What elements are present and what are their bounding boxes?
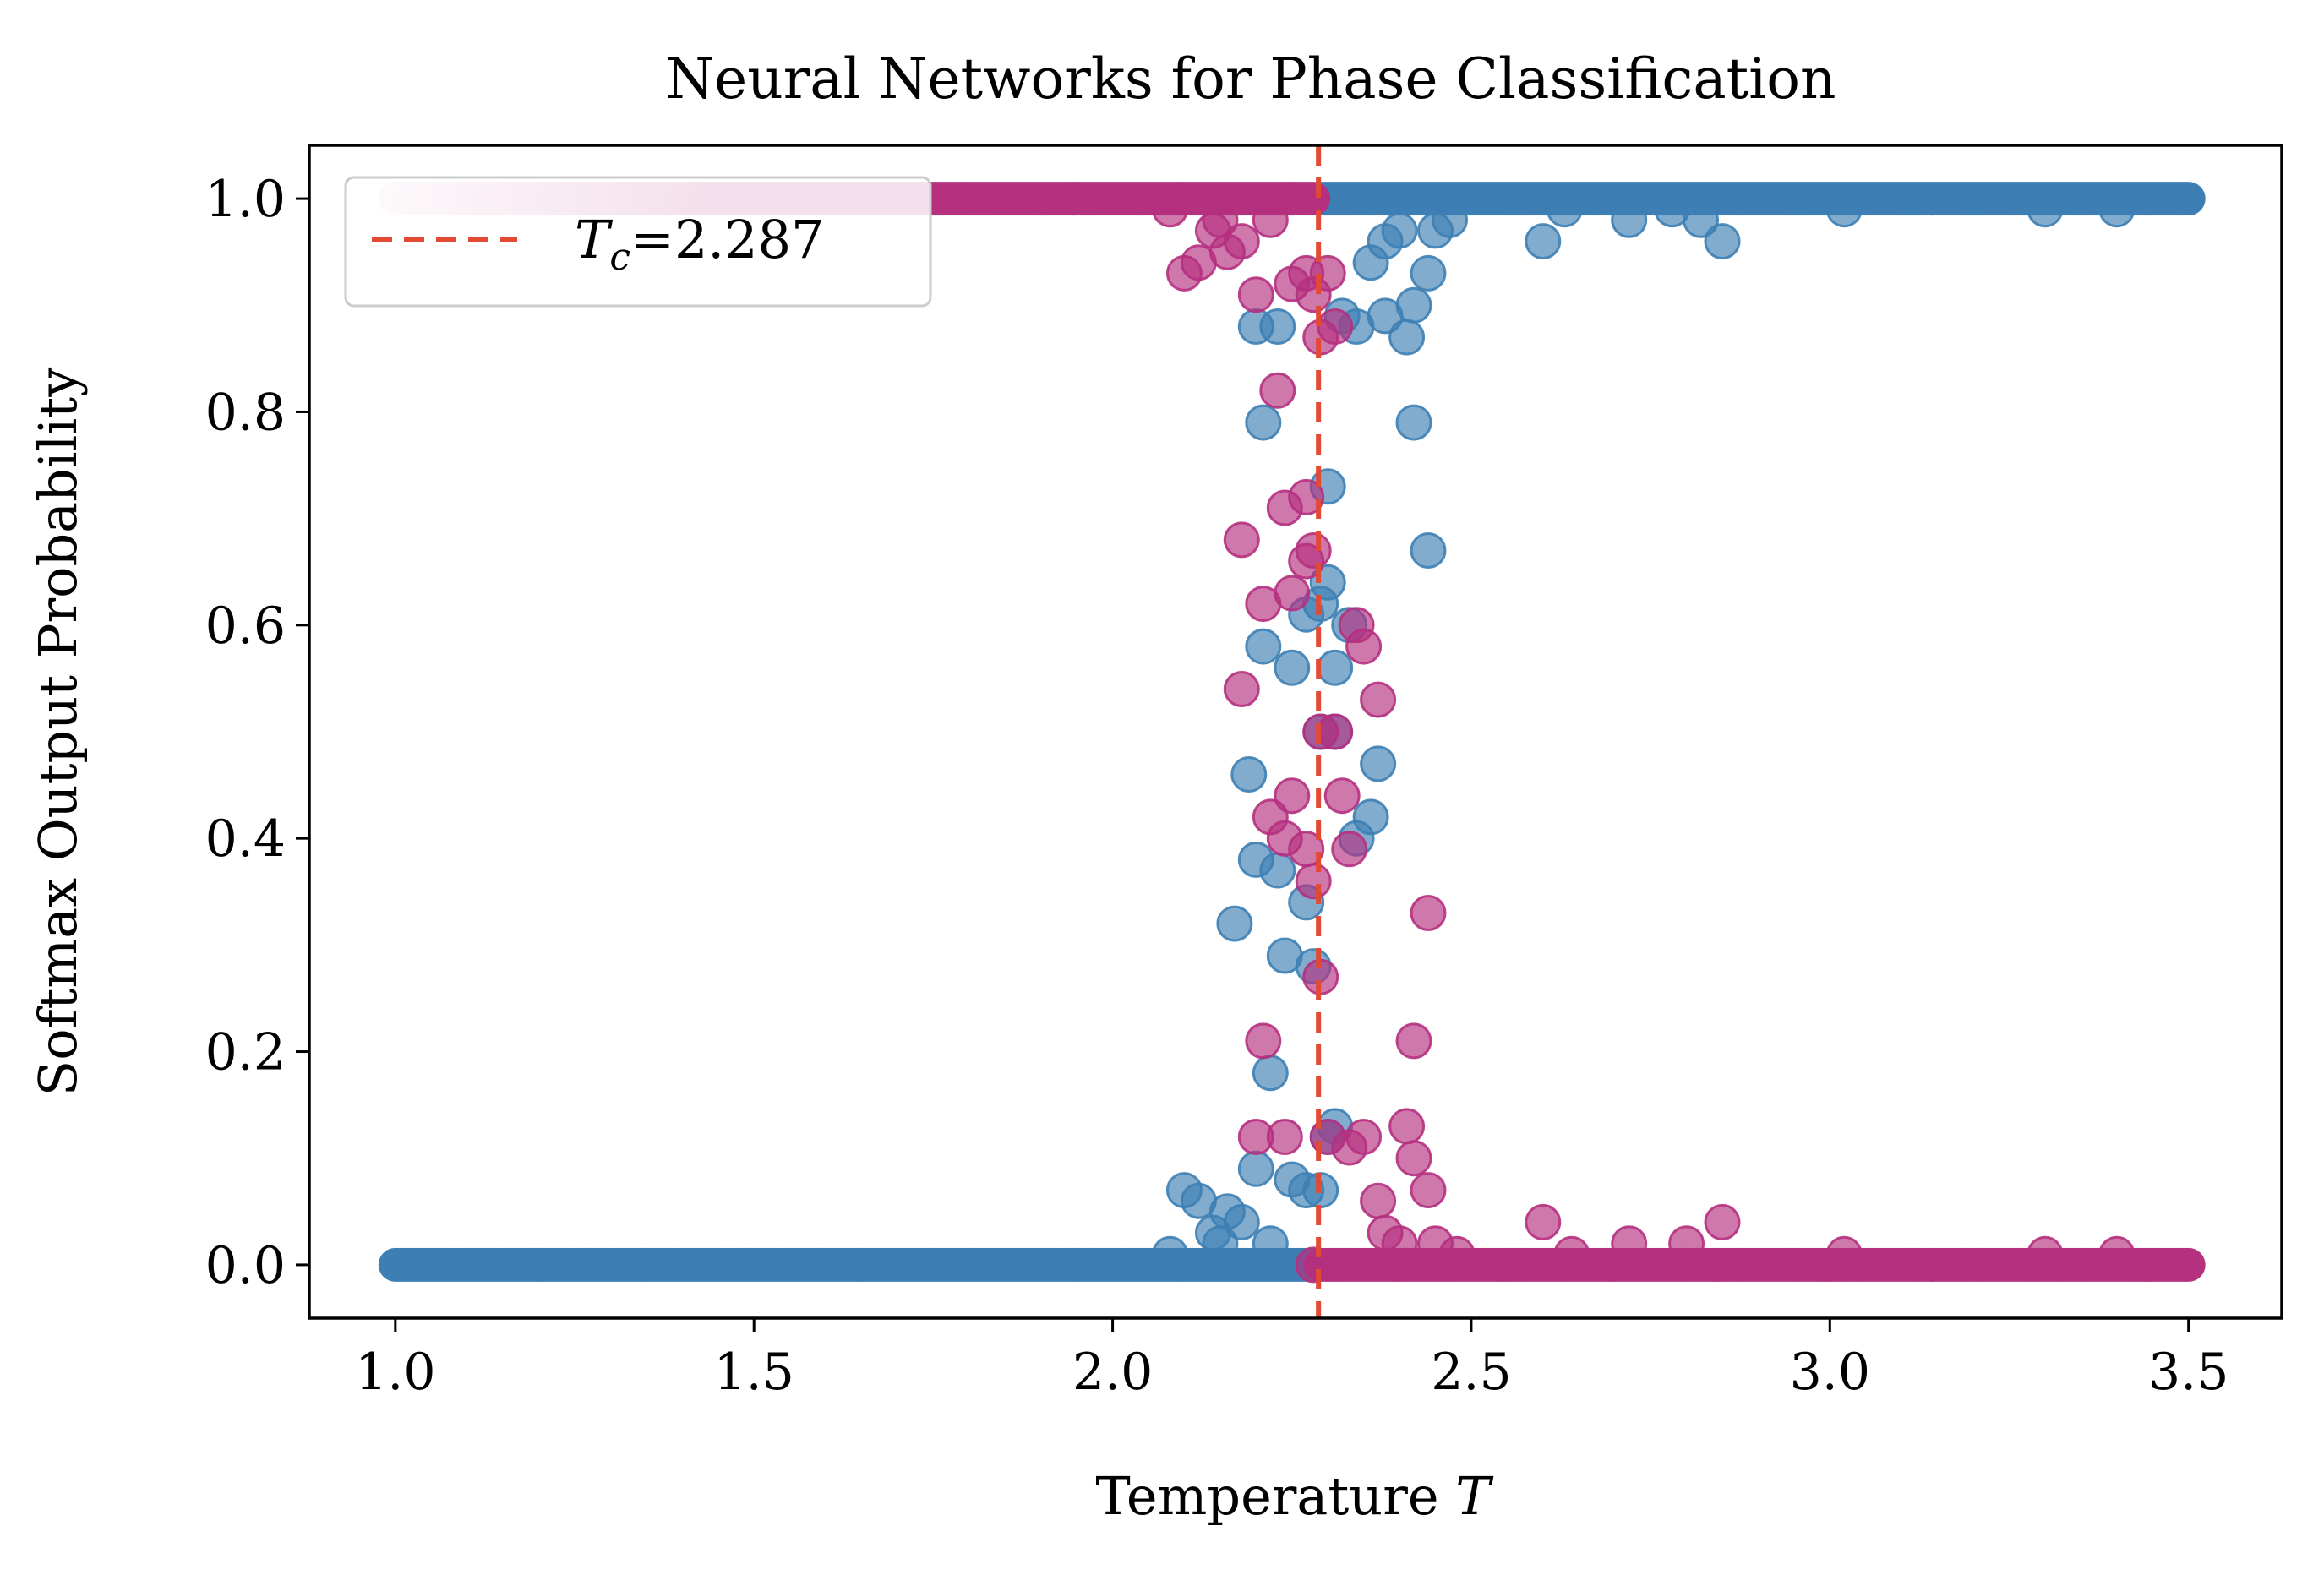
series-1-scatter-point (1525, 223, 1562, 260)
y-tick-label: 0.8 (205, 383, 286, 442)
series-1-scatter-point (1395, 404, 1432, 441)
series-2-scatter-point (1317, 713, 1354, 750)
series-1-scatter-point (1245, 628, 1282, 665)
series-1-scatter-point (1259, 852, 1296, 889)
series-2-scatter-point (1266, 1119, 1303, 1155)
x-axis-label: Temperature T (1095, 1465, 1494, 1527)
series-2-band-1-point (1296, 182, 1331, 216)
series-1-scatter-point (1252, 1225, 1289, 1262)
series-2-scatter-point (1223, 223, 1260, 260)
series-2-scatter-point (2098, 1235, 2136, 1273)
series-1-scatter-point (1252, 1055, 1289, 1092)
series-2-scatter-point (1395, 1140, 1432, 1177)
legend-entry-label: Tc=2.287 (575, 209, 824, 279)
series-1-scatter-point (1352, 798, 1389, 836)
series-2-scatter-point (1288, 542, 1325, 580)
series-1-scatter-point (1274, 649, 1311, 686)
series-2-scatter-point (1331, 831, 1368, 868)
plot-frame (308, 144, 2283, 1320)
series-1-scatter-point (1410, 254, 1447, 292)
series-2-scatter-point (1410, 895, 1447, 931)
series-2-scatter-point (1152, 191, 1188, 228)
legend: Tc=2.287 (344, 176, 932, 308)
legend-box (344, 176, 932, 308)
series-2-scatter-point (1825, 1235, 1863, 1273)
series-2-scatter-point (1668, 1225, 1705, 1262)
x-tick-label: 3.0 (1790, 1343, 1870, 1402)
series-1-scatter-point (1223, 1203, 1260, 1240)
series-1-scatter-point (1388, 319, 1426, 356)
series-2-scatter-point (1274, 777, 1311, 815)
series-1-scatter-point (1245, 404, 1282, 441)
series-1-scatter-point (1546, 191, 1583, 228)
series-1-scatter-point (1237, 1150, 1274, 1187)
series-2-scatter-point (1381, 1225, 1418, 1262)
series-2-scatter-point (1345, 1119, 1383, 1155)
series-2-scatter-point (1288, 478, 1325, 515)
series-2-scatter-point (1295, 863, 1332, 900)
y-axis-label: Softmax Output Probability (27, 368, 89, 1096)
series-1-scatter-point (1230, 756, 1268, 793)
series-1-scatter-point (1611, 201, 1648, 238)
legend-entry-subscript: c (609, 236, 630, 279)
series-2-scatter-point (1245, 1022, 1282, 1060)
legend-entry-variable: T (575, 209, 614, 270)
series-2-scatter-point (2027, 1235, 2064, 1273)
series-1-scatter-point (1216, 905, 1253, 942)
series-2-scatter-point (1237, 276, 1274, 313)
series-2-scatter-point (1252, 201, 1289, 238)
series-2-scatter-point (1611, 1225, 1648, 1262)
series-1-scatter-point (2098, 191, 2136, 228)
series-1-scatter-point (2027, 191, 2064, 228)
y-tick-label: 0.4 (205, 809, 286, 869)
x-tick-label: 2.5 (1431, 1343, 1511, 1402)
series-2-scatter-point (1295, 1246, 1332, 1284)
series-1-scatter-point (1152, 1235, 1188, 1273)
series-2-scatter-point (1704, 1203, 1741, 1240)
chart-title: Neural Networks for Phase Classification (665, 46, 1836, 112)
series-2-scatter-point (1388, 1108, 1426, 1145)
series-2-scatter-point (1345, 628, 1383, 665)
series-1-scatter-point (1259, 308, 1296, 345)
legend-entry-value: =2.287 (630, 209, 824, 270)
series-1-scatter-point (1683, 201, 1719, 238)
series-1-scatter-point (1432, 201, 1468, 238)
series-2-scatter-point (1274, 575, 1311, 612)
series-2-scatter-point (1259, 372, 1296, 409)
series-2-band-2-point (2171, 1247, 2206, 1282)
series-2-scatter-point (1360, 1182, 1397, 1219)
series-1-scatter-point (1704, 223, 1741, 260)
y-tick-label: 1.0 (205, 170, 286, 229)
series-1-scatter-point (1360, 745, 1397, 782)
series-2-scatter-point (1395, 1022, 1432, 1060)
y-tick-label: 0.0 (205, 1236, 286, 1295)
series-1-band-2-point (2171, 182, 2206, 216)
x-axis-label-variable: T (1455, 1465, 1494, 1527)
axis-ticks: 1.0 1.5 2.0 2.5 3.0 3.5 0.0 0.2 0.4 0.6 0.8 1.0 (205, 170, 2229, 1402)
series-1-scatter-point (1381, 212, 1418, 249)
series-1-scatter-point (1410, 532, 1447, 569)
series-2-scatter-point (1553, 1235, 1590, 1273)
x-tick-label: 1.5 (714, 1343, 794, 1402)
series-1-scatter-point (1395, 286, 1432, 324)
series-1-scatter-point (1825, 191, 1863, 228)
x-tick-label: 1.0 (355, 1343, 435, 1402)
series-1-scatter-point (1317, 649, 1354, 686)
series-2-scatter-point (1438, 1235, 1476, 1273)
x-axis-label-text: Temperature (1095, 1465, 1455, 1527)
series-2-scatter-point (1323, 777, 1361, 815)
series-2-scatter-point (1223, 671, 1260, 707)
series-2-scatter-point (1525, 1203, 1562, 1240)
x-tick-label: 3.5 (2148, 1343, 2229, 1402)
series-2-scatter-point (1360, 681, 1397, 718)
series-2-scatter-point (1410, 1172, 1447, 1209)
series-2-scatter-point (1223, 521, 1260, 559)
x-tick-label: 2.0 (1072, 1343, 1153, 1402)
y-tick-label: 0.2 (205, 1023, 286, 1082)
y-tick-label: 0.6 (205, 597, 286, 656)
